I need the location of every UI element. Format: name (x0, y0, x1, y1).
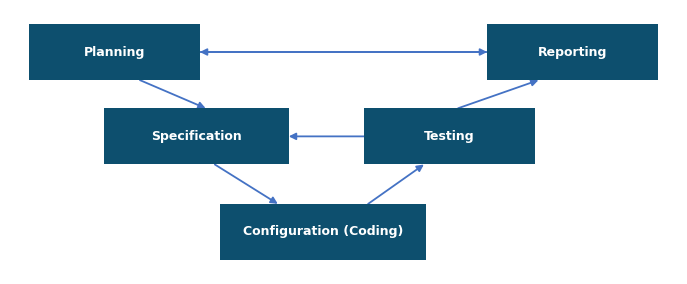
FancyBboxPatch shape (29, 24, 200, 80)
Text: Planning: Planning (84, 45, 145, 59)
Text: Configuration (Coding): Configuration (Coding) (243, 225, 403, 239)
Text: Testing: Testing (425, 130, 475, 143)
Text: Specification: Specification (151, 130, 242, 143)
FancyBboxPatch shape (364, 108, 535, 164)
FancyBboxPatch shape (221, 204, 426, 260)
FancyBboxPatch shape (487, 24, 658, 80)
Text: Reporting: Reporting (538, 45, 607, 59)
FancyBboxPatch shape (104, 108, 289, 164)
